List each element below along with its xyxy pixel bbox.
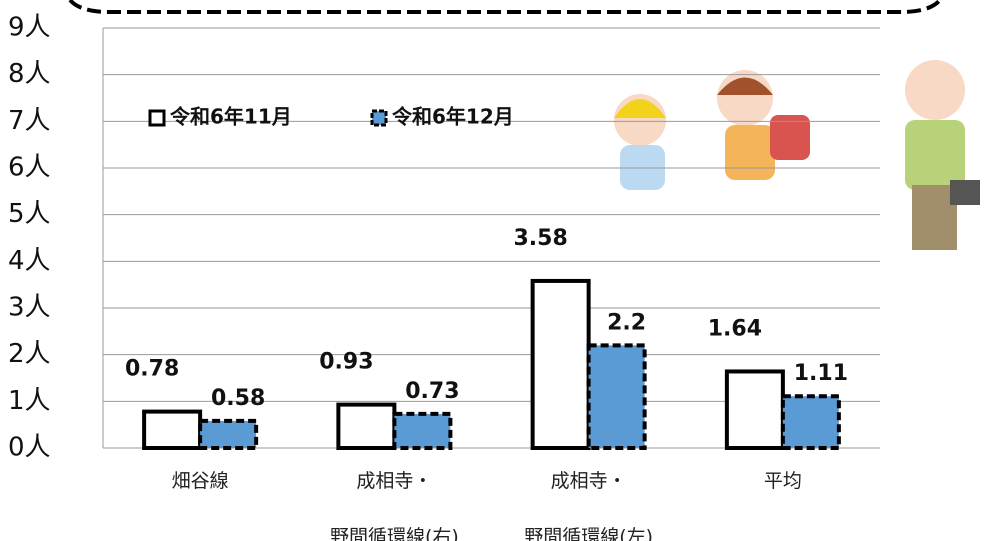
bar — [724, 369, 785, 451]
illustration — [614, 60, 980, 250]
x-tick-label: 畑谷線 — [171, 470, 229, 492]
value-label: 2.2 — [607, 310, 646, 335]
value-label: 1.11 — [794, 361, 848, 386]
bar — [336, 402, 397, 451]
value-label: 0.58 — [211, 386, 265, 411]
y-tick-label: 4人 — [8, 246, 51, 276]
y-tick-label: 6人 — [8, 153, 51, 183]
x-tick-label: 平均 — [763, 470, 802, 492]
legend-swatch — [370, 109, 388, 127]
bar — [530, 278, 591, 450]
y-tick-label: 3人 — [8, 293, 51, 323]
bar — [198, 418, 259, 450]
y-tick-label: 9人 — [8, 13, 51, 43]
bar — [392, 411, 453, 450]
value-label: 1.64 — [708, 316, 762, 341]
value-label: 0.78 — [125, 357, 179, 382]
x-tick-label: 成相寺・ 野間循環線(右) — [329, 470, 459, 541]
value-label: 0.93 — [319, 350, 373, 375]
y-tick-label: 1人 — [8, 386, 51, 416]
bar — [780, 394, 841, 451]
value-label: 3.58 — [513, 226, 567, 251]
legend-label: 令和6年12月 — [392, 105, 514, 129]
y-tick-label: 0人 — [8, 433, 51, 463]
y-tick-label: 5人 — [8, 199, 51, 229]
legend-swatch — [148, 109, 166, 127]
y-tick-label: 2人 — [8, 339, 51, 369]
value-label: 0.73 — [405, 379, 459, 404]
y-tick-label: 7人 — [8, 106, 51, 136]
y-tick-label: 8人 — [8, 59, 51, 89]
decoration-frame — [68, 0, 942, 14]
x-tick-label: 成相寺・ 野間循環線(左) — [524, 470, 654, 541]
bar — [586, 343, 647, 451]
legend-label: 令和6年11月 — [170, 105, 292, 129]
bar — [142, 409, 203, 451]
